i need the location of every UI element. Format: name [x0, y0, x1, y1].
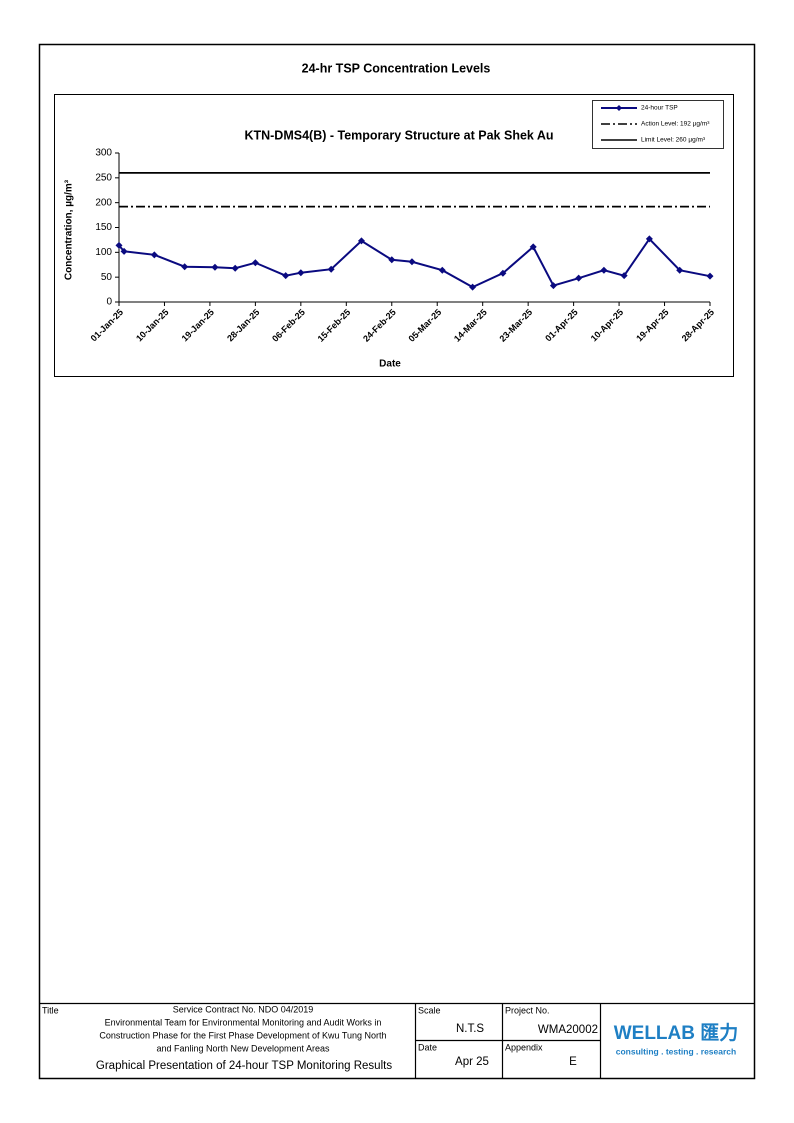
data-point: [211, 263, 219, 271]
data-point: [388, 256, 396, 264]
footer-description: Construction Phase for the First Phase D…: [99, 1030, 386, 1040]
data-point: [150, 251, 158, 259]
footer: [39, 1002, 754, 1078]
x-tick-label: 14-Mar-25: [452, 307, 489, 344]
x-tick-label: 10-Apr-25: [589, 307, 625, 343]
legend-label: 24-hour TSP: [641, 105, 678, 112]
data-point: [645, 235, 653, 243]
x-tick-label: 01-Apr-25: [543, 307, 579, 343]
y-tick-label: 50: [101, 272, 113, 283]
x-tick-label: 19-Apr-25: [634, 307, 670, 343]
x-tick-label: 10-Jan-25: [134, 307, 170, 343]
data-point: [469, 283, 477, 291]
footer-scale: N.T.S: [456, 1023, 484, 1035]
data-point: [438, 266, 446, 274]
x-tick-label: 01-Jan-25: [89, 307, 125, 343]
footer-contract: Service Contract No. NDO 04/2019: [173, 1004, 314, 1014]
data-point: [251, 259, 259, 267]
data-point: [231, 264, 239, 272]
data-point: [549, 282, 557, 290]
data-point: [676, 266, 684, 274]
data-point: [529, 243, 537, 251]
data-point: [181, 263, 189, 271]
data-point: [706, 272, 714, 280]
data-point: [120, 247, 128, 255]
y-tick-label: 0: [106, 297, 112, 308]
legend-swatch: [616, 105, 622, 111]
footer-label: Title: [42, 1005, 59, 1015]
legend-label: Action Level: 192 µg/m³: [641, 121, 710, 128]
x-tick-label: 23-Mar-25: [497, 307, 534, 344]
page-title: 24-hr TSP Concentration Levels: [302, 61, 491, 75]
data-point: [620, 272, 628, 280]
footer-date: Apr 25: [455, 1056, 489, 1068]
y-tick-label: 250: [95, 172, 112, 183]
data-point: [297, 269, 305, 277]
x-tick-label: 28-Jan-25: [225, 307, 261, 343]
x-tick-label: 05-Mar-25: [407, 307, 444, 344]
logo-tagline: consulting . testing . research: [616, 1046, 736, 1056]
data-point: [282, 272, 290, 280]
x-tick-label: 06-Feb-25: [270, 307, 307, 344]
data-point: [600, 266, 608, 274]
footer-description: and Fanling North New Development Areas: [156, 1043, 330, 1053]
y-tick-label: 100: [95, 247, 112, 258]
data-point: [408, 258, 416, 266]
y-tick-label: 300: [95, 148, 112, 159]
data-point: [357, 237, 365, 245]
page-border: [38, 43, 756, 1080]
y-tick-label: 200: [95, 197, 112, 208]
footer-project: WMA20002: [538, 1024, 598, 1036]
x-axis-label: Date: [379, 359, 401, 370]
data-point: [575, 274, 583, 282]
footer-appendix: E: [569, 1056, 577, 1068]
chart-frame: [54, 94, 734, 377]
footer-label: Appendix: [505, 1042, 543, 1052]
footer-label: Project No.: [505, 1005, 550, 1015]
series-line: [118, 237, 711, 289]
y-tick-label: 150: [95, 222, 112, 233]
logo: WELLAB 匯力: [614, 1021, 739, 1044]
data-point: [327, 265, 335, 273]
x-tick-label: 19-Jan-25: [180, 307, 216, 343]
footer-label: Scale: [418, 1005, 441, 1015]
y-axis-label: Concentration, µg/m³: [64, 179, 75, 280]
footer-description: Environmental Team for Environmental Mon…: [105, 1017, 382, 1027]
legend-label: Limit Level: 260 µg/m³: [641, 137, 706, 144]
footer-drawing-title: Graphical Presentation of 24-hour TSP Mo…: [96, 1060, 392, 1072]
footer-label: Date: [418, 1042, 437, 1052]
x-tick-label: 28-Apr-25: [680, 307, 716, 343]
data-point: [499, 269, 507, 277]
data-point: [115, 241, 123, 249]
chart-title: KTN-DMS4(B) - Temporary Structure at Pak…: [244, 128, 553, 142]
x-tick-label: 24-Feb-25: [361, 307, 398, 344]
x-tick-label: 15-Feb-25: [316, 307, 353, 344]
